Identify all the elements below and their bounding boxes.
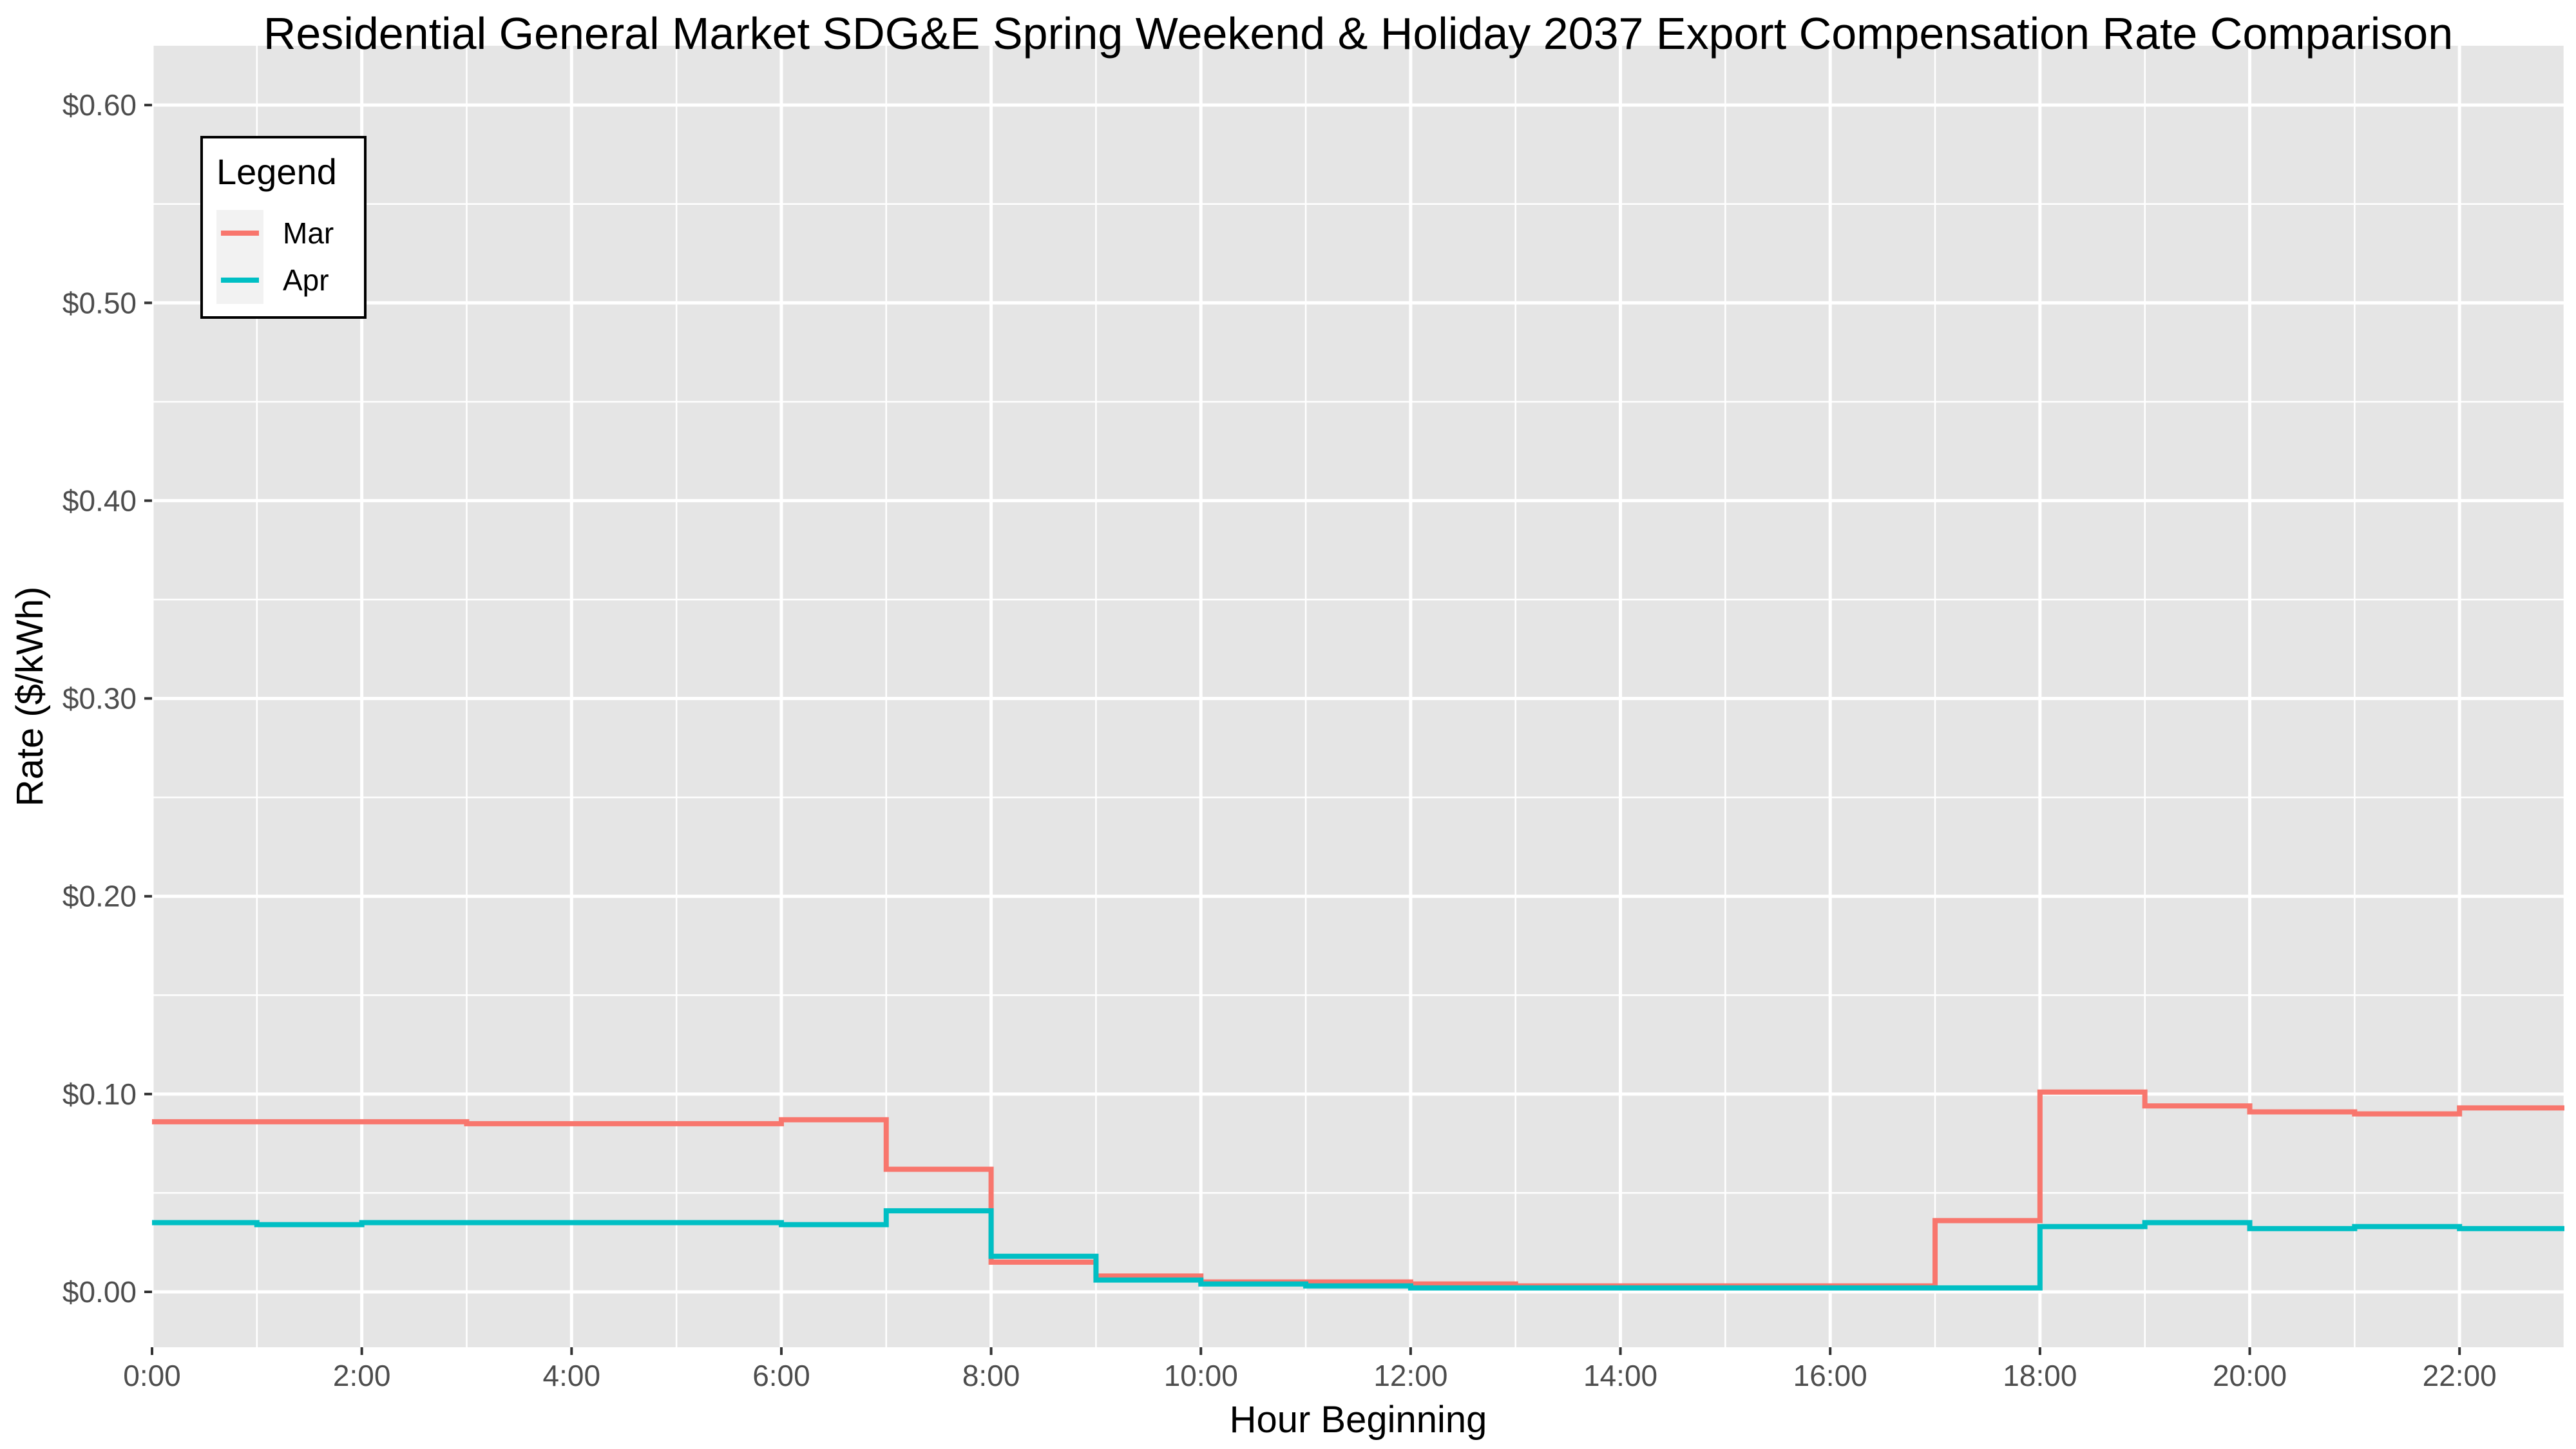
series-line-mar [152,1089,2564,1289]
legend: Legend Mar Apr [200,136,367,319]
major-gridlines [150,46,2564,1347]
legend-title: Legend [216,151,337,192]
x-axis-title: Hour Beginning [1230,1399,1487,1441]
series-layer [152,1089,2564,1291]
x-tick-label: 10:00 [1164,1359,1238,1392]
x-tick-label: 16:00 [1793,1359,1867,1392]
y-axis-title: Rate ($/kWh) [9,587,51,807]
x-tick-label: 4:00 [543,1359,601,1392]
legend-items: Mar Apr [216,210,334,304]
x-tick-label: 6:00 [752,1359,810,1392]
x-tick-label: 12:00 [1373,1359,1447,1392]
x-tick-label: 2:00 [333,1359,391,1392]
y-tick-label: $0.40 [62,484,137,517]
x-tick-label: 20:00 [2213,1359,2287,1392]
legend-label: Mar [283,216,334,250]
x-tick-label: 0:00 [123,1359,181,1392]
plot-panel [152,46,2564,1347]
x-tick-label: 22:00 [2423,1359,2497,1392]
x-axis: 0:00 2:00 4:00 6:00 8:00 10:00 12:00 14:00 16:00… [123,1347,2497,1392]
y-tick-label: $0.10 [62,1077,137,1111]
y-axis: $0.00 $0.10 $0.20 $0.30 $0.40 $0.50 $0.60 [62,88,152,1309]
y-tick-label: $0.30 [62,682,137,715]
y-tick-label: $0.50 [62,286,137,319]
x-tick-label: 18:00 [2003,1359,2077,1392]
chart-title: Residential General Market SDG&E Spring … [263,8,2453,59]
legend-label: Apr [283,263,329,297]
minor-gridlines [152,46,2566,1347]
y-tick-label: $0.60 [62,88,137,122]
y-tick-label: $0.00 [62,1275,137,1309]
x-tick-label: 8:00 [962,1359,1020,1392]
x-tick-label: 14:00 [1583,1359,1657,1392]
series-line-apr [152,1208,2564,1291]
y-tick-label: $0.20 [62,880,137,913]
